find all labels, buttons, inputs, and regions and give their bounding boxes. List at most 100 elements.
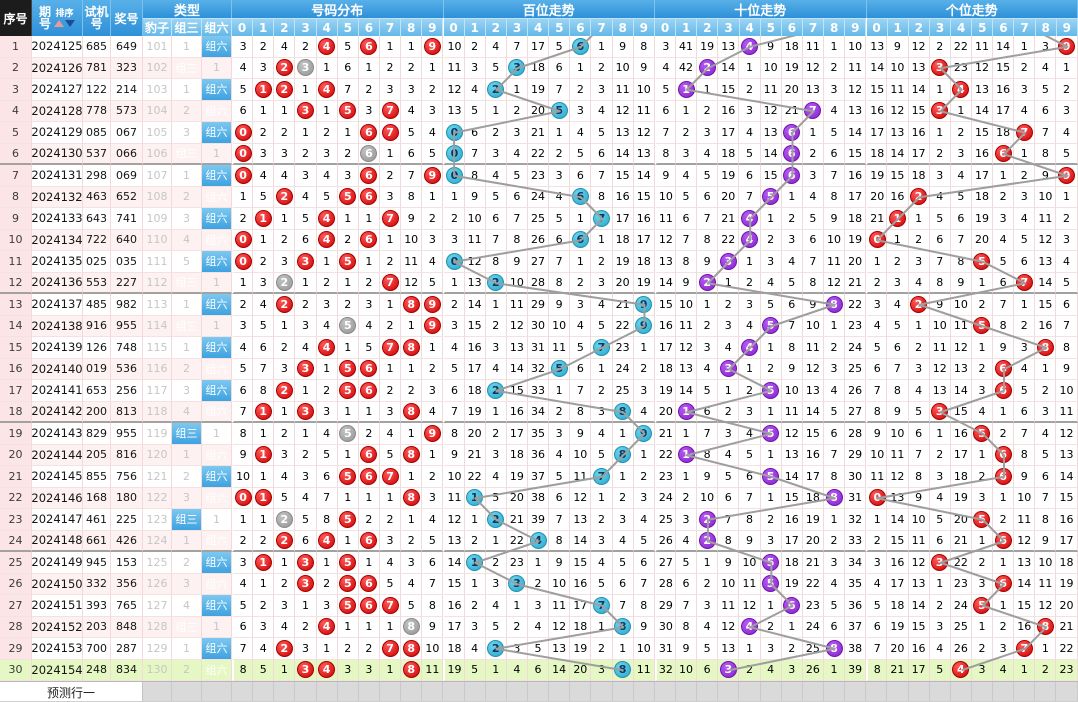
hit-circle: 7 <box>381 209 399 227</box>
miss-count-cell: 5 <box>337 36 359 58</box>
type-cell: 119 <box>143 423 172 445</box>
miss-count-cell: 3 <box>760 251 782 273</box>
miss-count-cell: 6 <box>993 272 1015 294</box>
header-digit-3: 3 <box>718 18 740 36</box>
hit-circle: 6 <box>994 531 1012 549</box>
hit-circle: 1 <box>254 402 272 420</box>
hit-circle: 5 <box>339 424 357 442</box>
miss-count-cell: 5 <box>1014 229 1036 251</box>
miss-count-cell: 11 <box>633 100 655 122</box>
hit-circle: 3 <box>508 575 526 593</box>
hit-cell: 0 <box>866 487 888 509</box>
miss-count-cell: 5 <box>506 165 528 187</box>
miss-count-cell: 14 <box>612 143 634 165</box>
miss-count-cell: 9 <box>697 251 719 273</box>
miss-count-cell: 19 <box>950 487 972 509</box>
hit-circle: 1 <box>677 80 695 98</box>
miss-count-cell: 6 <box>316 466 338 488</box>
miss-count-cell: 7 <box>802 251 824 273</box>
type-cell: 118 <box>143 401 172 423</box>
type-cell: 1 <box>172 337 202 359</box>
prediction-empty-cell <box>739 682 761 701</box>
miss-count-cell: 2 <box>993 616 1015 638</box>
test-number-cell: 855 <box>83 466 111 488</box>
period-cell: 2024145 <box>32 466 83 488</box>
miss-count-cell: 1 <box>337 337 359 359</box>
header-type-豹子: 豹子 <box>143 18 172 36</box>
miss-count-cell: 4 <box>295 186 317 208</box>
miss-count-cell: 5 <box>401 595 423 617</box>
seq-cell: 6 <box>0 143 32 165</box>
miss-count-cell: 41 <box>675 36 698 58</box>
miss-count-cell: 4 <box>549 444 571 466</box>
miss-count-cell: 20 <box>570 659 592 681</box>
hit-circle: 2 <box>487 639 505 657</box>
miss-count-cell: 3 <box>760 638 782 660</box>
miss-count-cell: 3 <box>971 659 994 681</box>
miss-count-cell: 7 <box>887 358 909 380</box>
prediction-row: 预测行一 <box>0 681 1078 701</box>
miss-count-cell: 4 <box>316 423 338 445</box>
sort-asc-icon[interactable] <box>54 19 64 27</box>
miss-count-cell: 6 <box>232 100 254 122</box>
miss-count-cell: 1 <box>823 315 846 337</box>
miss-count-cell: 1 <box>591 487 613 509</box>
type-cell: 2 <box>172 358 202 380</box>
hit-cell: 8 <box>612 401 634 423</box>
hit-cell: 2 <box>274 57 296 79</box>
hit-cell: 0 <box>232 229 254 251</box>
period-cell: 2024136 <box>32 272 83 294</box>
miss-count-cell: 1 <box>485 530 507 552</box>
miss-count-cell: 8 <box>485 251 507 273</box>
miss-count-cell: 2 <box>485 423 507 445</box>
miss-count-cell: 13 <box>633 143 655 165</box>
miss-count-cell: 9 <box>633 57 655 79</box>
hit-circle: 8 <box>614 402 632 420</box>
prediction-empty-cell <box>781 682 803 701</box>
section-title: 百位走势 <box>443 0 655 19</box>
hit-circle: 7 <box>381 123 399 141</box>
miss-count-cell: 8 <box>633 595 655 617</box>
miss-count-cell: 1 <box>633 337 655 359</box>
miss-count-cell: 35 <box>845 573 867 595</box>
hit-cell: 5 <box>760 315 782 337</box>
miss-count-cell: 20 <box>781 79 803 101</box>
sort-desc-icon[interactable] <box>65 19 75 27</box>
hit-circle: 6 <box>360 123 378 141</box>
miss-count-cell: 5 <box>253 315 275 337</box>
miss-count-cell: 18 <box>845 208 867 230</box>
type-cell: 5 <box>172 251 202 273</box>
miss-count-cell: 6 <box>464 122 486 144</box>
hit-cell: 2 <box>697 57 719 79</box>
prize-number-cell: 652 <box>111 186 143 208</box>
miss-count-cell: 3 <box>802 165 824 187</box>
miss-count-cell: 13 <box>760 122 782 144</box>
miss-count-cell: 2 <box>485 122 507 144</box>
miss-count-cell: 31 <box>527 337 550 359</box>
miss-count-cell: 5 <box>739 143 761 165</box>
hit-circle: 9 <box>423 317 441 335</box>
miss-count-cell: 6 <box>1056 294 1078 316</box>
miss-count-cell: 20 <box>866 186 888 208</box>
miss-count-cell: 10 <box>760 57 782 79</box>
miss-count-cell: 12 <box>443 509 465 531</box>
hit-circle: 2 <box>275 639 293 657</box>
data-row-24: 24 2024148 661 426 124 1 组六 2 2 2 6 4 1 6 3 2 5 13 2 1 22 4 8 1… <box>0 530 1078 552</box>
hit-circle: 4 <box>318 618 336 636</box>
hit-circle: 1 <box>254 80 272 98</box>
miss-count-cell: 1 <box>379 229 402 251</box>
miss-count-cell: 11 <box>866 466 888 488</box>
miss-count-cell: 27 <box>654 552 676 574</box>
hit-cell: 2 <box>274 294 296 316</box>
miss-count-cell: 1 <box>718 380 740 402</box>
miss-count-cell: 4 <box>887 294 909 316</box>
hit-circle: 0 <box>234 252 252 270</box>
miss-count-cell: 11 <box>464 229 486 251</box>
hit-circle: 0 <box>234 166 252 184</box>
miss-count-cell: 12 <box>929 358 951 380</box>
hit-cell: 6 <box>358 229 380 251</box>
miss-count-cell: 9 <box>760 36 782 58</box>
miss-count-cell: 17 <box>802 466 824 488</box>
miss-count-cell: 4 <box>591 100 613 122</box>
